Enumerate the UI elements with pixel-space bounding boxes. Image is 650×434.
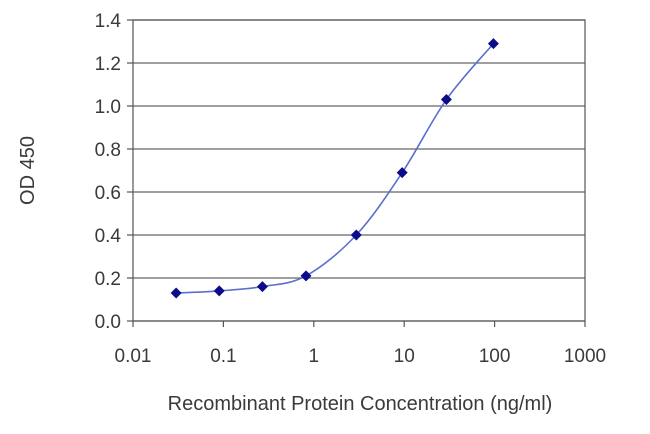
y-tick-label: 0.2	[95, 269, 121, 290]
data-point	[256, 281, 268, 293]
data-point	[300, 270, 312, 282]
x-tick-label: 10	[394, 346, 415, 367]
x-tick-label: 1000	[564, 346, 606, 367]
y-tick-label: 0.0	[95, 312, 121, 333]
y-axis-ticks: 0.0 0.2 0.4 0.6 0.8 1.0 1.2 1.4	[95, 11, 133, 333]
x-axis-title: Recombinant Protein Concentration (ng/ml…	[168, 393, 553, 415]
x-axis-ticks: 0.01 0.1 1 10 100 1000	[115, 321, 606, 367]
series-points	[170, 38, 499, 299]
data-point	[396, 167, 408, 179]
y-tick-label: 1.0	[95, 97, 121, 118]
data-point	[213, 285, 225, 297]
x-tick-label: 100	[479, 346, 511, 367]
y-tick-label: 1.2	[95, 54, 121, 75]
x-tick-label: 0.1	[210, 346, 236, 367]
plot-area	[132, 19, 586, 322]
data-point	[350, 229, 362, 241]
data-point	[170, 287, 182, 299]
x-tick-label: 1	[309, 346, 320, 367]
y-tick-label: 0.8	[95, 140, 121, 161]
grid-lines	[133, 19, 585, 322]
y-tick-label: 1.4	[95, 11, 122, 32]
series-line	[176, 43, 495, 294]
data-point	[487, 38, 499, 50]
x-tick-label: 0.01	[115, 346, 152, 367]
y-tick-label: 0.6	[95, 183, 121, 204]
data-point	[440, 94, 452, 106]
y-axis-title: OD 450	[17, 136, 39, 205]
y-tick-label: 0.4	[95, 226, 122, 247]
